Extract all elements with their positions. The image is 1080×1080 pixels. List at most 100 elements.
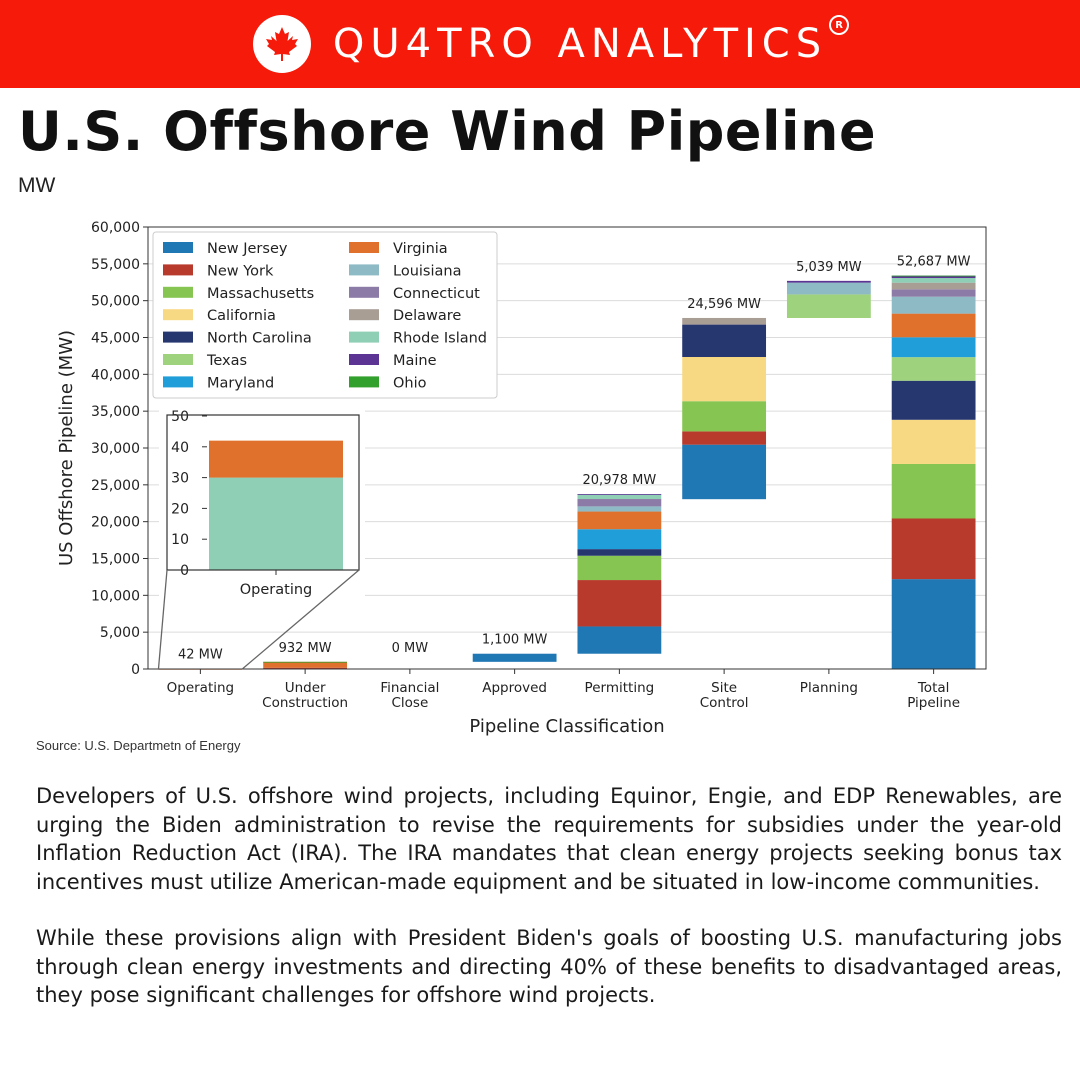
bar-segment-louisiana: [786, 282, 871, 295]
registered-mark: R: [829, 15, 850, 35]
x-tick-label: Financial: [380, 680, 439, 696]
legend-label: Rhode Island: [393, 331, 487, 347]
inset-y-tick-label: 40: [171, 440, 189, 456]
legend-swatch: [349, 264, 379, 276]
bar-segment-virginia: [263, 661, 348, 668]
bar-segment-maine: [891, 275, 976, 279]
y-tick-label: 10,000: [91, 588, 140, 604]
legend-swatch: [349, 286, 379, 298]
legend-box: [152, 231, 498, 399]
legend-label: Maryland: [207, 375, 274, 391]
brand-name: QU4TRO ANALYTICS R: [332, 15, 850, 67]
bar-segment-california: [682, 357, 767, 402]
y-tick-label: 60,000: [91, 220, 140, 236]
legend-label: California: [207, 308, 276, 324]
bar-segment-ohio: [891, 275, 976, 277]
bar-segment-delaware: [682, 317, 767, 325]
x-tick-label: Site: [711, 680, 737, 696]
bar-segment-north-carolina: [891, 380, 976, 420]
x-tick-label: Total: [917, 680, 950, 696]
inset-connector-left: [157, 569, 168, 670]
bar-segment-delaware: [891, 282, 976, 290]
bar-segment-ohio: [263, 661, 348, 663]
bar-segment-new-york: [577, 580, 662, 627]
bar-segment-north-carolina: [577, 549, 662, 556]
inset-x-tick-label: Operating: [240, 582, 313, 598]
bar-total-label: 5,039 MW: [796, 260, 862, 275]
y-tick-label: 55,000: [91, 257, 140, 273]
brand-lockup: QU4TRO ANALYTICS R: [252, 15, 850, 73]
bar-segment-virginia: [891, 313, 976, 338]
legend-swatch: [163, 286, 193, 298]
bar-segment-new-york: [682, 431, 767, 445]
y-tick-label: 45,000: [91, 331, 140, 347]
bar-segment-new-jersey: [891, 579, 976, 669]
bar-segment-connecticut: [577, 499, 662, 507]
source-note: Source: U.S. Departmetn of Energy: [36, 738, 241, 753]
legend-swatch: [349, 331, 379, 343]
brand-name-text: QU4TRO ANALYTICS: [332, 21, 828, 67]
x-tick-label: Approved: [482, 680, 547, 696]
bar-total-label: 42 MW: [178, 648, 223, 663]
y-tick-label: 0: [131, 662, 140, 678]
y-tick-label: 15,000: [91, 552, 140, 568]
inset-y-tick-label: 30: [171, 471, 189, 487]
plot-frame: [147, 226, 987, 670]
bar-segment-maine: [786, 280, 871, 283]
y-tick-label: 30,000: [91, 441, 140, 457]
bar-total-label: 24,596 MW: [687, 297, 761, 312]
legend-label: Texas: [206, 353, 247, 369]
bar-segment-north-carolina: [682, 324, 767, 358]
bar-segment-rhode-island: [891, 278, 976, 283]
bar-segment-connecticut: [891, 289, 976, 297]
inset-y-tick-label: 10: [171, 532, 189, 548]
bar-segment-new-jersey: [682, 444, 767, 500]
x-tick-label: Permitting: [585, 680, 655, 696]
legend-swatch: [163, 242, 193, 253]
brand-header: QU4TRO ANALYTICS R: [0, 0, 1080, 88]
inset-bar-segment-virginia: [209, 440, 343, 478]
bar-segment-louisiana: [577, 506, 662, 512]
x-tick-label: Planning: [800, 680, 858, 696]
bar-segment-new-jersey: [472, 653, 557, 662]
legend-label: Delaware: [393, 308, 461, 324]
bar-segment-massachusetts: [682, 401, 767, 432]
x-tick-label: Close: [391, 695, 428, 711]
inset-y-tick-label: 20: [171, 501, 189, 517]
x-tick-label: Operating: [167, 680, 235, 696]
x-tick-label: Control: [700, 695, 749, 711]
y-tick-label: 35,000: [91, 404, 140, 420]
article-body: Developers of U.S. offshore wind project…: [36, 782, 1062, 1038]
inset-y-tick-label: 0: [180, 563, 189, 579]
legend-label: North Carolina: [207, 331, 312, 347]
legend-label: Ohio: [393, 375, 427, 391]
bar-segment-new-york: [263, 667, 348, 669]
y-tick-label: 50,000: [91, 294, 140, 310]
bar-segment-texas: [891, 357, 976, 381]
bar-segment-new-york: [891, 518, 976, 580]
bar-segment-massachusetts: [577, 555, 662, 581]
legend-label: New York: [207, 263, 274, 279]
bar-total-label: 1,100 MW: [482, 633, 548, 648]
legend-swatch: [163, 309, 193, 321]
bar-segment-louisiana: [891, 296, 976, 314]
y-tick-label: 40,000: [91, 367, 140, 383]
bar-segment-new-jersey: [577, 626, 662, 654]
legend-swatch: [163, 331, 193, 343]
bar-segment-texas: [786, 294, 871, 318]
bar-segment-maryland: [891, 337, 976, 358]
inset-frame: [166, 414, 360, 571]
x-tick-label: Under: [285, 680, 326, 696]
bar-segment-rhode-island: [577, 494, 662, 500]
legend-label: Massachusetts: [207, 286, 314, 302]
legend-swatch: [163, 264, 193, 276]
bar-segment-massachusetts: [891, 463, 976, 519]
inset-connector-right: [241, 569, 360, 670]
x-tick-label: Construction: [262, 695, 348, 711]
y-tick-label: 20,000: [91, 515, 140, 531]
bar-segment-virginia: [577, 511, 662, 530]
legend-label: Connecticut: [393, 286, 480, 302]
page-subtitle: MW: [18, 174, 56, 197]
inset-y-tick-label: 50: [171, 409, 189, 425]
page-title: U.S. Offshore Wind Pipeline: [18, 100, 877, 163]
